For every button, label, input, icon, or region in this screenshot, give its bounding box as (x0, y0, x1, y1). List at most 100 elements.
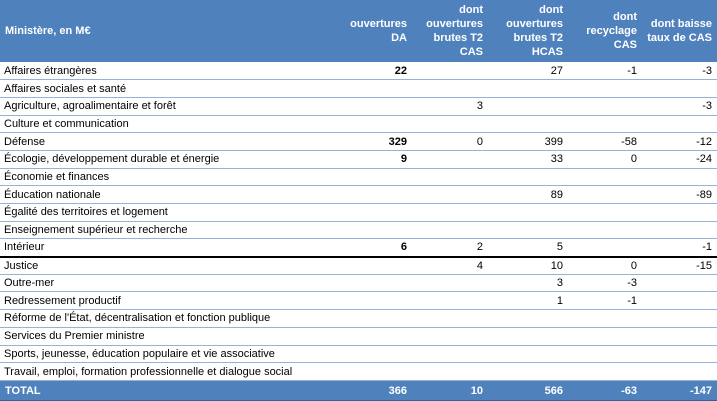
cell-ministry: Travail, emploi, formation professionnel… (0, 362, 340, 381)
table-row: Économie et finances (0, 168, 717, 187)
cell-ministry: Intérieur (0, 238, 340, 258)
column-header-recyclage-cas: dont recyclage CAS (568, 0, 642, 62)
cell-ouvertures-da (340, 185, 412, 204)
column-header-line: brutes T2 (513, 32, 563, 44)
cell-ouvertures-brutes-t2-hcas: 399 (488, 132, 568, 151)
column-header-line: recyclage (586, 25, 637, 37)
cell-baisse-taux-de-cas (642, 203, 717, 222)
cell-ministry: Défense (0, 132, 340, 151)
cell-baisse-taux-de-cas (642, 168, 717, 187)
cell-ouvertures-brutes-t2-hcas: 1 (488, 291, 568, 311)
table-row: Agriculture, agroalimentaire et forêt 3 -3 (0, 97, 717, 116)
column-header-baisse-taux-de-cas: dont baisse taux de CAS (642, 0, 717, 62)
column-header-line: CAS (459, 46, 483, 58)
cell-ouvertures-da (340, 79, 412, 98)
cell-ouvertures-brutes-t2-cas (412, 185, 488, 204)
total-cell-ouvertures-brutes-t2-hcas: 566 (488, 380, 568, 401)
cell-ouvertures-brutes-t2-cas: 4 (412, 256, 488, 275)
cell-ministry: Économie et finances (0, 168, 340, 187)
table-row: Égalité des territoires et logement (0, 203, 717, 222)
cell-ouvertures-brutes-t2-cas (412, 115, 488, 134)
cell-ouvertures-da (340, 221, 412, 240)
cell-recyclage-cas: -1 (568, 62, 642, 81)
table-row: Affaires étrangères 22 27 -1 -3 (0, 62, 717, 81)
cell-ouvertures-brutes-t2-hcas (488, 362, 568, 381)
cell-baisse-taux-de-cas (642, 274, 717, 293)
cell-ouvertures-brutes-t2-hcas: 33 (488, 150, 568, 169)
cell-ouvertures-da: 22 (340, 62, 412, 81)
cell-ouvertures-brutes-t2-cas (412, 79, 488, 98)
cell-baisse-taux-de-cas: -24 (642, 150, 717, 169)
table-row: Sports, jeunesse, éducation populaire et… (0, 345, 717, 364)
cell-baisse-taux-de-cas (642, 327, 717, 346)
cell-baisse-taux-de-cas: -3 (642, 62, 717, 81)
cell-ouvertures-brutes-t2-hcas: 89 (488, 185, 568, 204)
cell-ministry: Égalité des territoires et logement (0, 203, 340, 222)
table-footer: TOTAL 366 10 566 -63 -147 (0, 380, 717, 401)
cell-ministry: Redressement productif (0, 291, 340, 311)
cell-ouvertures-brutes-t2-cas (412, 362, 488, 381)
cell-baisse-taux-de-cas: -89 (642, 185, 717, 204)
table-row: Services du Premier ministre (0, 327, 717, 346)
cell-ouvertures-brutes-t2-cas: 3 (412, 97, 488, 116)
cell-ouvertures-brutes-t2-cas (412, 221, 488, 240)
column-header-ouvertures-da: ouvertures DA (340, 0, 412, 62)
cell-recyclage-cas (568, 168, 642, 187)
total-cell-ouvertures-brutes-t2-cas: 10 (412, 380, 488, 401)
cell-recyclage-cas (568, 97, 642, 116)
table-header: Ministère, en M€ ouvertures DA dont ouvertur… (0, 0, 717, 62)
cell-baisse-taux-de-cas (642, 221, 717, 240)
cell-ouvertures-da (340, 203, 412, 222)
cell-ministry: Sports, jeunesse, éducation populaire et… (0, 345, 340, 364)
column-header-ouvertures-brutes-t2-cas: dont ouvertures brutes T2 CAS (412, 0, 488, 62)
column-header-line: taux de CAS (647, 32, 712, 44)
cell-baisse-taux-de-cas (642, 115, 717, 134)
cell-ouvertures-da (340, 362, 412, 381)
cell-ouvertures-brutes-t2-hcas (488, 309, 568, 328)
total-cell-ministry: TOTAL (0, 380, 340, 401)
table-row: Affaires sociales et santé (0, 79, 717, 98)
table-row: Défense 329 0 399 -58 -12 (0, 132, 717, 151)
cell-ouvertures-brutes-t2-hcas: 3 (488, 274, 568, 293)
cell-ministry: Affaires sociales et santé (0, 79, 340, 98)
column-header-line: ouvertures (350, 18, 407, 30)
table-row: Enseignement supérieur et recherche (0, 221, 717, 240)
cell-ouvertures-da: 9 (340, 150, 412, 169)
column-header-line: DA (391, 32, 407, 44)
cell-recyclage-cas: 0 (568, 256, 642, 275)
cell-ouvertures-brutes-t2-hcas (488, 345, 568, 364)
cell-ministry: Réforme de l'État, décentralisation et f… (0, 309, 340, 328)
cell-ouvertures-brutes-t2-cas (412, 150, 488, 169)
cell-ouvertures-brutes-t2-cas (412, 274, 488, 293)
total-cell-baisse-taux-de-cas: -147 (642, 380, 717, 401)
table-row: Intérieur 6 2 5 -1 (0, 238, 717, 258)
cell-recyclage-cas (568, 79, 642, 98)
cell-ouvertures-brutes-t2-hcas: 5 (488, 238, 568, 258)
cell-ouvertures-brutes-t2-cas (412, 168, 488, 187)
column-header-line: dont (613, 11, 637, 23)
cell-ouvertures-brutes-t2-hcas (488, 115, 568, 134)
column-header-line: Ministère, en M€ (5, 25, 91, 37)
header-row: Ministère, en M€ ouvertures DA dont ouvertur… (0, 0, 717, 62)
table-row: Réforme de l'État, décentralisation et f… (0, 309, 717, 328)
cell-ouvertures-brutes-t2-cas: 2 (412, 238, 488, 258)
cell-ministry: Agriculture, agroalimentaire et forêt (0, 97, 340, 116)
table-row: Écologie, développement durable et énerg… (0, 150, 717, 169)
cell-ouvertures-da (340, 309, 412, 328)
cell-ministry: Affaires étrangères (0, 62, 340, 81)
cell-ouvertures-brutes-t2-hcas (488, 221, 568, 240)
column-header-line: HCAS (531, 46, 563, 58)
cell-ouvertures-da (340, 168, 412, 187)
column-header-line: CAS (613, 39, 637, 51)
cell-ouvertures-brutes-t2-hcas: 10 (488, 256, 568, 275)
cell-ouvertures-brutes-t2-hcas (488, 168, 568, 187)
cell-recyclage-cas: -58 (568, 132, 642, 151)
cell-ouvertures-brutes-t2-cas (412, 309, 488, 328)
total-row: TOTAL 366 10 566 -63 -147 (0, 380, 717, 401)
cell-recyclage-cas: -1 (568, 291, 642, 311)
cell-ouvertures-da (340, 256, 412, 275)
cell-baisse-taux-de-cas: -15 (642, 256, 717, 275)
cell-ouvertures-brutes-t2-cas: 0 (412, 132, 488, 151)
